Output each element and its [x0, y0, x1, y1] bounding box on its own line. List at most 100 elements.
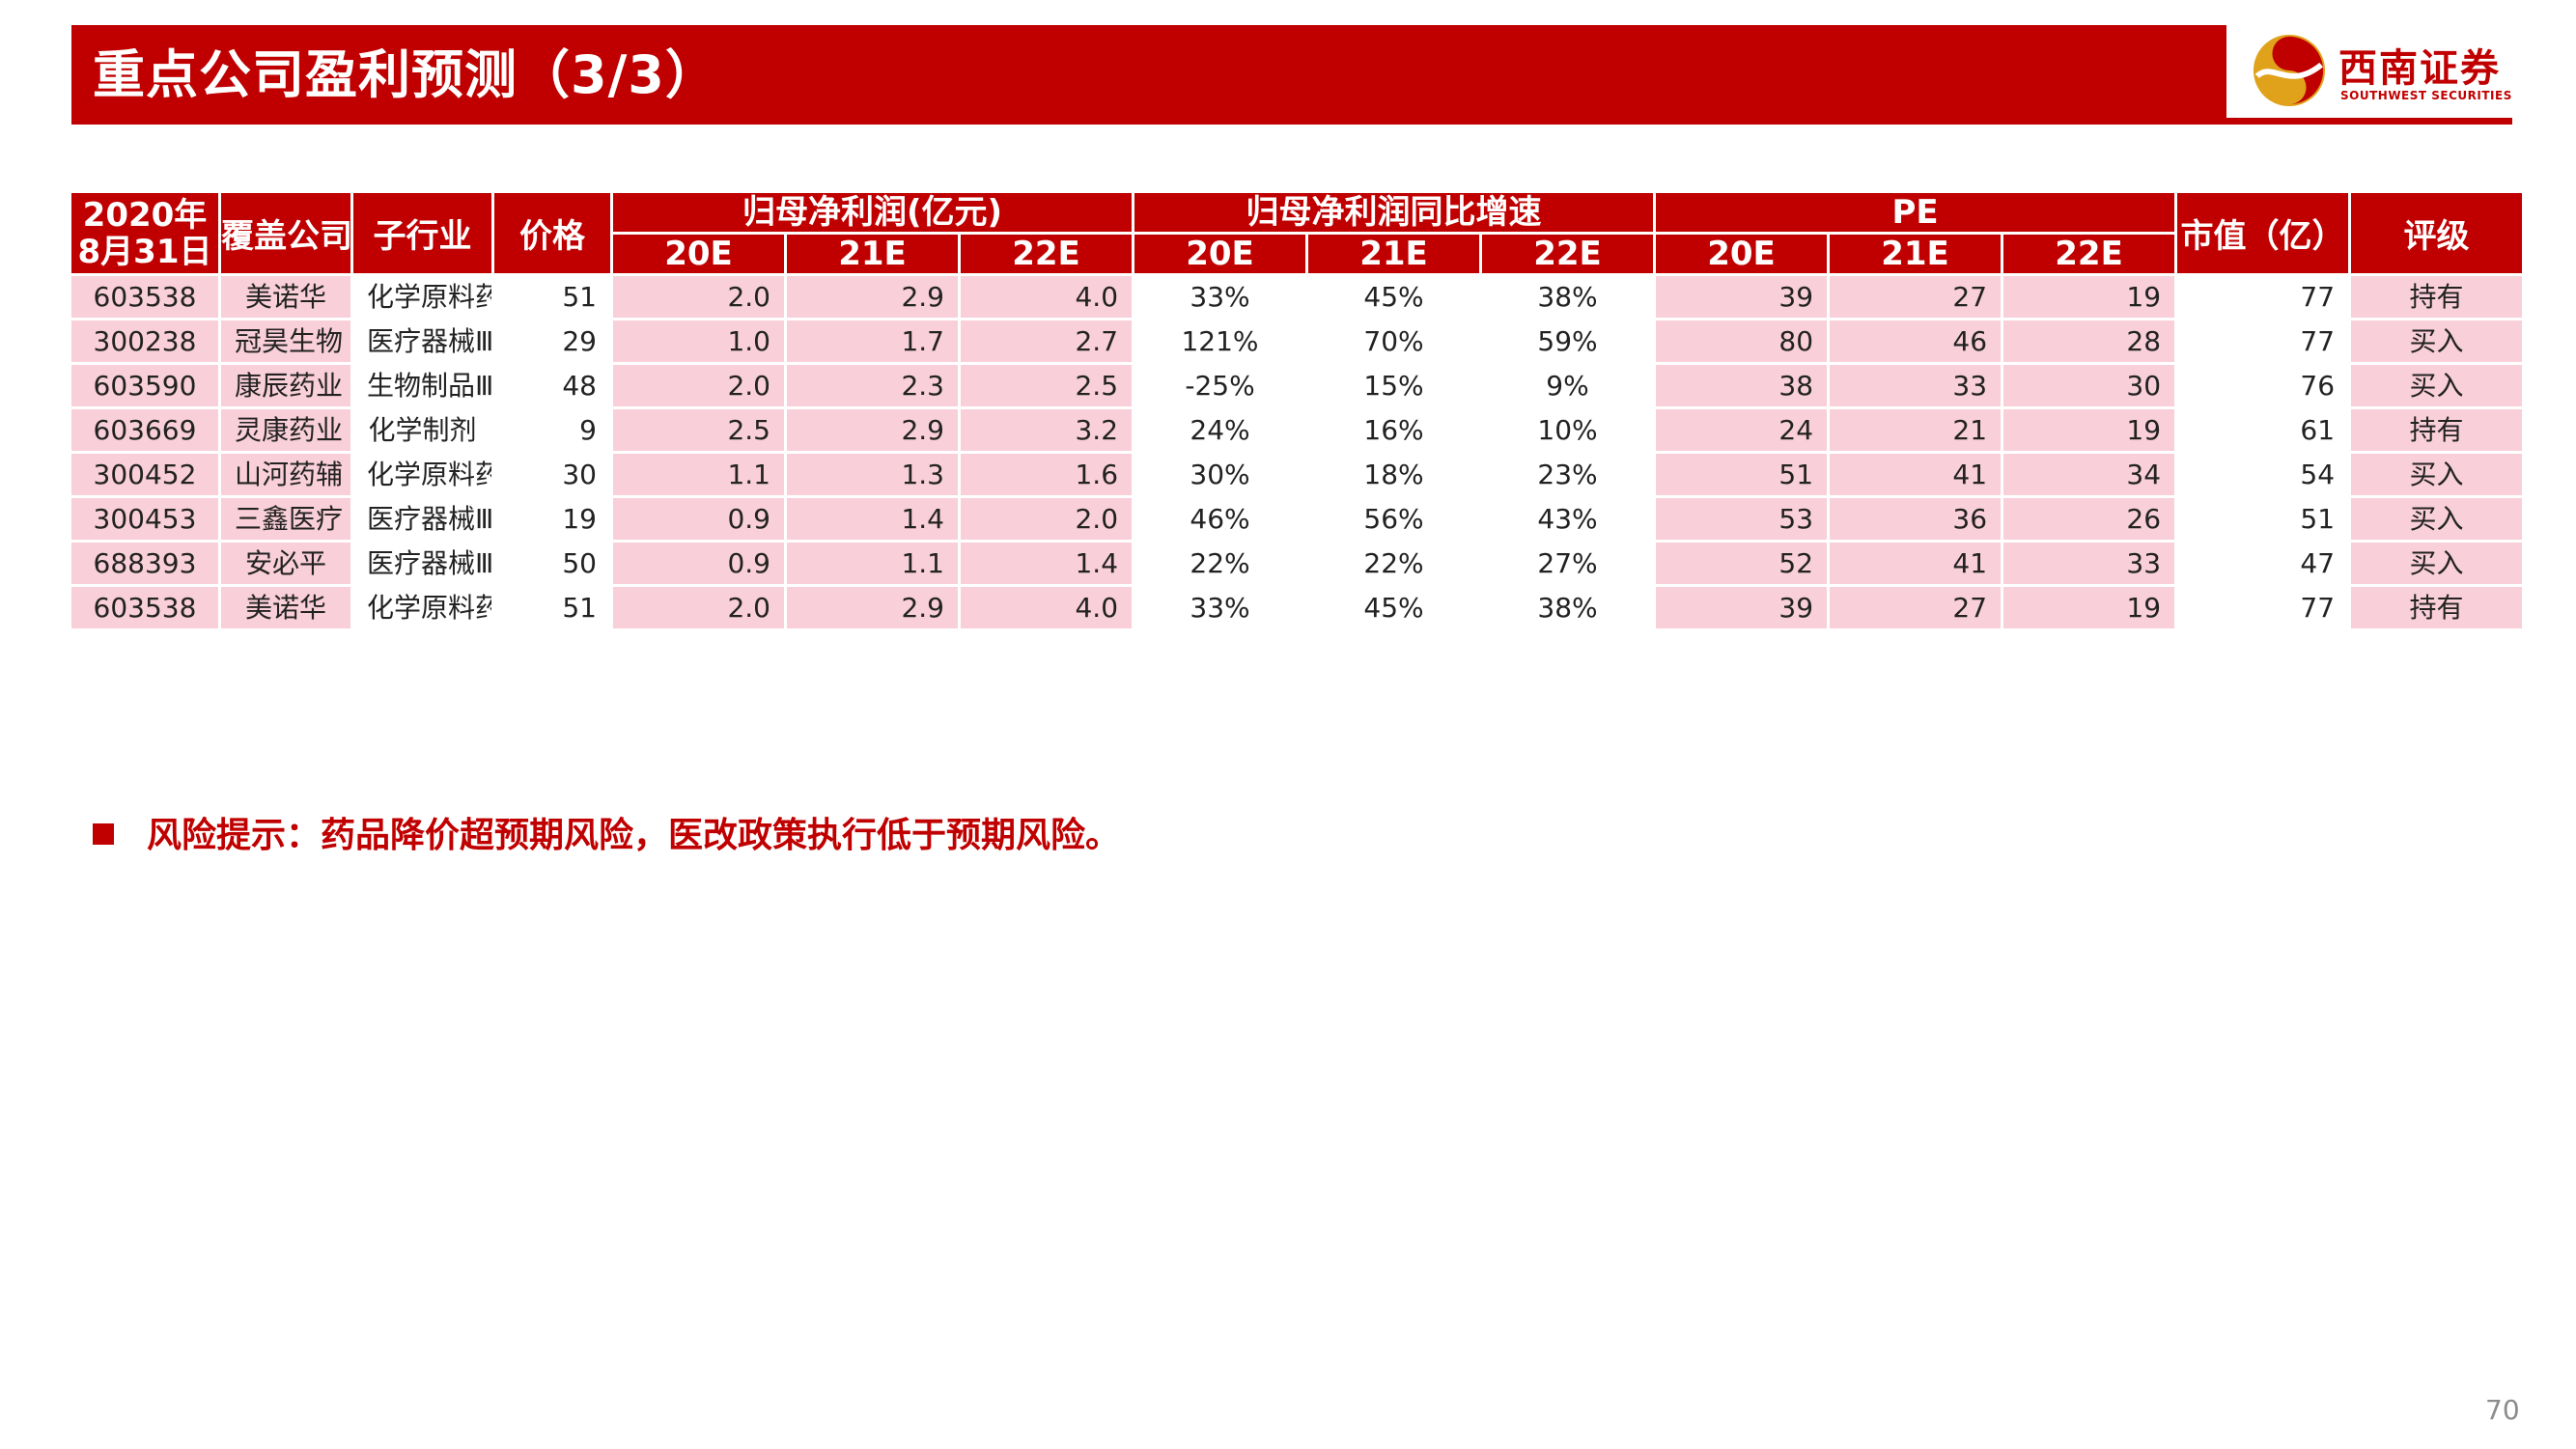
table-row: 603538 美诺华 化学原料药 51 2.0 2.9 4.0 33% 45% 38% 39 27 19…	[71, 587, 2523, 628]
cell-sub-industry: 化学原料药	[353, 454, 491, 495]
cell-pe-22e: 19	[2003, 409, 2175, 451]
header-price: 价格	[494, 193, 610, 273]
square-bullet-icon	[93, 823, 114, 845]
cell-pe-20e: 39	[1656, 587, 1828, 628]
cell-sub-industry: 医疗器械Ⅲ	[353, 543, 491, 584]
cell-profit-22e: 4.0	[961, 276, 1133, 318]
cell-price: 48	[494, 365, 610, 406]
cell-pe-21e: 21	[1830, 409, 2002, 451]
cell-pe-22e: 19	[2003, 276, 2175, 318]
table-body: 603538 美诺华 化学原料药 51 2.0 2.9 4.0 33% 45% 38% 39 27 19…	[71, 276, 2523, 628]
cell-sub-industry: 生物制品Ⅲ	[353, 365, 491, 406]
cell-code: 300452	[71, 454, 218, 495]
header-date-line2: 8月31日	[77, 232, 212, 271]
header-growth-20e: 20E	[1134, 235, 1306, 273]
cell-pe-22e: 30	[2003, 365, 2175, 406]
header-profit-22e: 22E	[961, 235, 1133, 273]
cell-growth-21e: 22%	[1308, 543, 1480, 584]
cell-company: 灵康药业	[221, 409, 350, 451]
cell-growth-21e: 70%	[1308, 320, 1480, 362]
cell-pe-22e: 33	[2003, 543, 2175, 584]
cell-price: 9	[494, 409, 610, 451]
cell-growth-20e: 30%	[1134, 454, 1306, 495]
cell-profit-20e: 2.0	[613, 587, 784, 628]
cell-sub-industry: 医疗器械Ⅲ	[353, 498, 491, 540]
cell-pe-20e: 80	[1656, 320, 1828, 362]
header-growth-group: 归母净利润同比增速	[1134, 193, 1654, 232]
cell-profit-21e: 1.4	[787, 498, 958, 540]
page-number: 70	[2485, 1394, 2520, 1426]
title-bar: 重点公司盈利预测（3/3）	[71, 25, 2226, 125]
cell-profit-20e: 1.0	[613, 320, 784, 362]
header-pe-group: PE	[1656, 193, 2175, 232]
cell-rating: 买入	[2351, 454, 2523, 495]
page-title: 重点公司盈利预测（3/3）	[93, 44, 718, 105]
header-company: 覆盖公司	[221, 193, 350, 273]
cell-growth-22e: 38%	[1482, 587, 1654, 628]
cell-pe-21e: 41	[1830, 454, 2002, 495]
cell-pe-20e: 24	[1656, 409, 1828, 451]
cell-company: 美诺华	[221, 587, 350, 628]
cell-pe-22e: 26	[2003, 498, 2175, 540]
cell-profit-21e: 1.3	[787, 454, 958, 495]
cell-sub-industry: 化学制剂	[353, 409, 491, 451]
cell-market-cap: 77	[2177, 320, 2349, 362]
cell-company: 美诺华	[221, 276, 350, 318]
cell-company: 三鑫医疗	[221, 498, 350, 540]
cell-growth-20e: 24%	[1134, 409, 1306, 451]
cell-profit-20e: 0.9	[613, 543, 784, 584]
cell-profit-20e: 0.9	[613, 498, 784, 540]
cell-pe-21e: 41	[1830, 543, 2002, 584]
cell-profit-22e: 3.2	[961, 409, 1133, 451]
cell-growth-21e: 16%	[1308, 409, 1480, 451]
cell-growth-20e: 22%	[1134, 543, 1306, 584]
cell-market-cap: 47	[2177, 543, 2349, 584]
cell-pe-22e: 34	[2003, 454, 2175, 495]
risk-note: 风险提示：药品降价超预期风险，医改政策执行低于预期风险。	[93, 811, 1120, 861]
header-pe-20e: 20E	[1656, 235, 1828, 273]
cell-profit-20e: 2.5	[613, 409, 784, 451]
cell-profit-22e: 2.7	[961, 320, 1133, 362]
cell-code: 603538	[71, 587, 218, 628]
cell-sub-industry: 化学原料药	[353, 276, 491, 318]
earnings-forecast-table: 2020年 8月31日 覆盖公司 子行业 价格 归母净利润(亿元) 归母净利润同…	[69, 190, 2525, 631]
cell-growth-21e: 15%	[1308, 365, 1480, 406]
cell-profit-21e: 1.1	[787, 543, 958, 584]
cell-market-cap: 76	[2177, 365, 2349, 406]
cell-profit-22e: 2.0	[961, 498, 1133, 540]
logo-emblem-icon	[2253, 34, 2326, 107]
cell-growth-20e: 33%	[1134, 587, 1306, 628]
company-logo: 西南证券 SOUTHWEST SECURITIES	[2226, 25, 2512, 120]
cell-price: 51	[494, 587, 610, 628]
cell-profit-21e: 1.7	[787, 320, 958, 362]
cell-growth-20e: 46%	[1134, 498, 1306, 540]
cell-growth-21e: 56%	[1308, 498, 1480, 540]
cell-rating: 买入	[2351, 498, 2523, 540]
cell-pe-21e: 33	[1830, 365, 2002, 406]
cell-pe-21e: 36	[1830, 498, 2002, 540]
cell-price: 51	[494, 276, 610, 318]
cell-market-cap: 61	[2177, 409, 2349, 451]
cell-pe-20e: 51	[1656, 454, 1828, 495]
header-pe-21e: 21E	[1830, 235, 2002, 273]
cell-rating: 买入	[2351, 543, 2523, 584]
cell-pe-22e: 19	[2003, 587, 2175, 628]
cell-code: 688393	[71, 543, 218, 584]
cell-pe-22e: 28	[2003, 320, 2175, 362]
cell-growth-22e: 23%	[1482, 454, 1654, 495]
table-row: 300452 山河药辅 化学原料药 30 1.1 1.3 1.6 30% 18% 23% 51 41 3…	[71, 454, 2523, 495]
table-row: 300453 三鑫医疗 医疗器械Ⅲ 19 0.9 1.4 2.0 46% 56% 43% 53 36 2…	[71, 498, 2523, 540]
cell-growth-20e: 33%	[1134, 276, 1306, 318]
cell-price: 30	[494, 454, 610, 495]
cell-rating: 买入	[2351, 320, 2523, 362]
cell-code: 603669	[71, 409, 218, 451]
cell-profit-22e: 2.5	[961, 365, 1133, 406]
cell-growth-20e: -25%	[1134, 365, 1306, 406]
cell-code: 603590	[71, 365, 218, 406]
cell-pe-20e: 38	[1656, 365, 1828, 406]
cell-growth-22e: 43%	[1482, 498, 1654, 540]
risk-note-text: 风险提示：药品降价超预期风险，医改政策执行低于预期风险。	[147, 816, 1121, 855]
cell-pe-21e: 27	[1830, 587, 2002, 628]
header-profit-20e: 20E	[613, 235, 784, 273]
cell-pe-20e: 52	[1656, 543, 1828, 584]
